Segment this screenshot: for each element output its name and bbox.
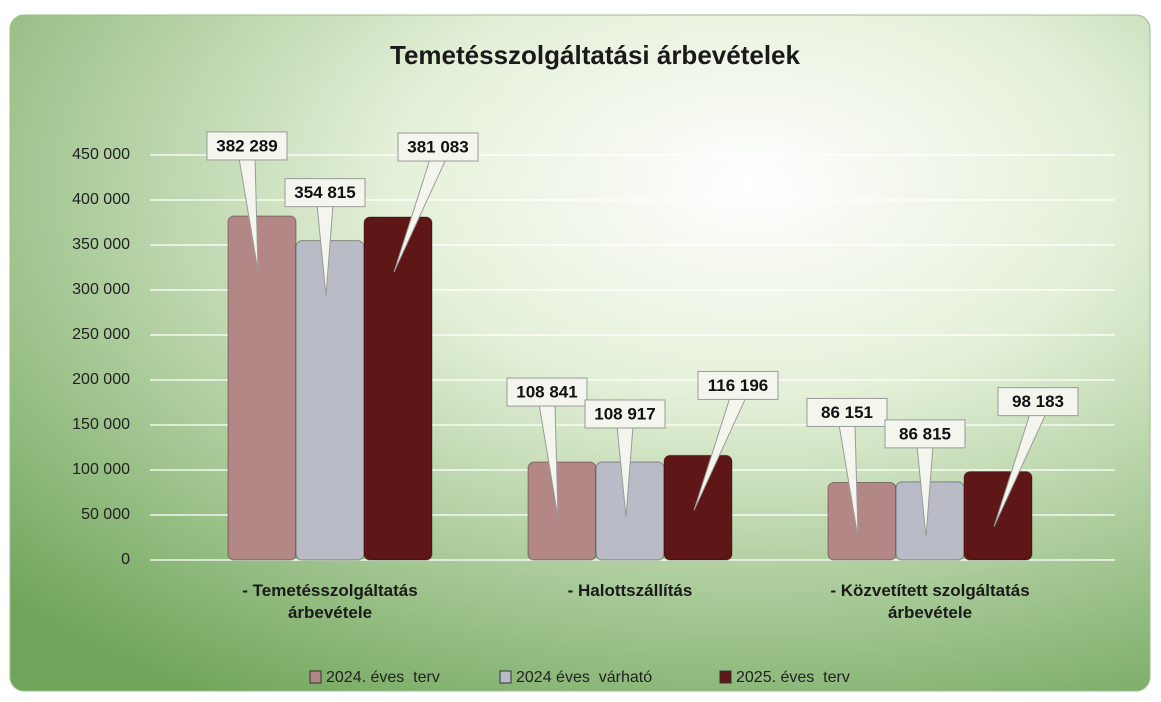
bar [363, 216, 433, 561]
y-tick-label: 0 [121, 551, 130, 568]
y-tick-label: 200 000 [72, 371, 130, 388]
y-tick-label: 350 000 [72, 236, 130, 253]
bar [527, 461, 597, 561]
value-label-box [506, 377, 588, 407]
y-tick-label: 250 000 [72, 326, 130, 343]
value-label-box [584, 399, 666, 429]
y-tick-label: 150 000 [72, 416, 130, 433]
legend-swatch [719, 670, 732, 684]
legend-label: 2024. éves terv [326, 669, 440, 686]
value-label: 98 183 [1012, 392, 1064, 411]
value-label: 381 083 [407, 138, 468, 157]
bar [827, 481, 897, 561]
value-label: 116 196 [708, 376, 769, 395]
legend-swatch [309, 670, 322, 684]
value-label: 108 917 [594, 404, 655, 423]
y-tick-label: 300 000 [72, 281, 130, 298]
legend-swatch [499, 670, 512, 684]
x-tick-label: - Közvetített szolgáltatás árbevétele [830, 581, 1030, 622]
value-label: 108 841 [516, 383, 577, 402]
value-label: 86 815 [899, 424, 951, 443]
chart-title: Temetésszolgáltatási árbevételek [390, 40, 800, 70]
value-label-box [697, 370, 779, 400]
value-label-box [206, 131, 288, 161]
bar [295, 240, 365, 561]
value-label-box [284, 178, 366, 208]
value-label-box [397, 132, 479, 162]
bar [663, 454, 733, 561]
y-tick-label: 450 000 [72, 146, 130, 163]
bar [595, 461, 665, 561]
x-tick-label: - Temetésszolgáltatás árbevétele [242, 581, 418, 622]
value-label-box [806, 397, 888, 427]
y-tick-label: 50 000 [81, 506, 130, 523]
legend-label: 2025. éves terv [736, 669, 850, 686]
legend-label: 2024 éves várható [516, 669, 652, 686]
bar [227, 215, 297, 561]
value-label: 382 289 [216, 136, 277, 155]
y-tick-label: 400 000 [72, 191, 130, 208]
value-label-box [997, 387, 1079, 417]
y-tick-label: 100 000 [72, 461, 130, 478]
x-tick-label: - Halottszállítás [567, 581, 693, 600]
value-label: 354 815 [294, 183, 355, 202]
bar [895, 481, 965, 561]
value-label: 86 151 [821, 403, 873, 422]
value-label-box [884, 419, 966, 449]
